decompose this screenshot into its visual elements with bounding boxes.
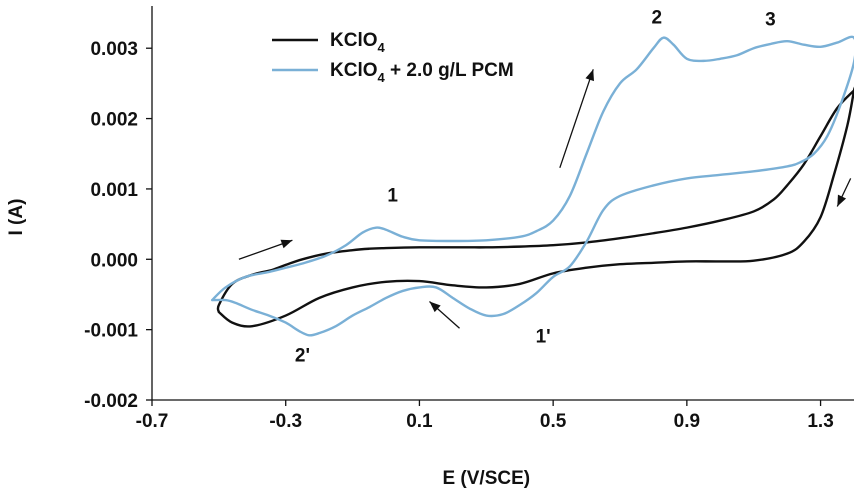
arrow-head xyxy=(280,239,293,249)
series-line-kclo4-pcm xyxy=(210,35,854,337)
y-tick-label: 0.001 xyxy=(90,180,138,201)
y-tick-label: -0.002 xyxy=(84,391,138,412)
x-tick-label: 0.9 xyxy=(674,411,700,432)
x-tick-label: 1.3 xyxy=(807,411,833,432)
arrow-head xyxy=(585,69,594,82)
legend-label-main: KClO xyxy=(330,30,378,51)
series-line-kclo4 xyxy=(216,86,854,328)
y-tick-label: -0.001 xyxy=(84,321,138,342)
legend-label-main: KClO xyxy=(330,60,378,81)
legend-label-rest: + 2.0 g/L PCM xyxy=(385,60,514,81)
peak-label: 3 xyxy=(765,10,776,31)
legend-label-subscript: 4 xyxy=(378,40,386,55)
scan-direction-arrow xyxy=(836,178,852,207)
legend-label: KClO4 + 2.0 g/L PCM xyxy=(330,60,514,85)
axes: -0.7 -0.3 0.1 0.5 0.9 1.3 -0.002 -0.001 0.000 0.0… xyxy=(6,6,854,489)
arrow-head xyxy=(429,301,441,313)
peak-label: 2 xyxy=(651,8,662,29)
y-tick-label: 0.002 xyxy=(90,110,138,131)
legend-label-subscript: 4 xyxy=(378,70,386,85)
peak-label: 2' xyxy=(295,345,310,366)
x-tick-label: -0.7 xyxy=(136,411,169,432)
peak-label: 1' xyxy=(536,326,551,347)
series-layer xyxy=(210,35,854,337)
y-tick-label: 0.000 xyxy=(90,250,138,271)
peak-label: 1 xyxy=(387,186,398,207)
y-axis-title: I (A) xyxy=(6,199,27,236)
scan-direction-arrow xyxy=(238,239,293,260)
x-axis-title: E (V/SCE) xyxy=(442,468,530,489)
x-tick-label: 0.5 xyxy=(540,411,567,432)
annotation-layer: 1 2 3 1' 2' xyxy=(238,8,852,366)
x-tick-label: -0.3 xyxy=(269,411,302,432)
legend-label: KClO4 xyxy=(330,30,386,55)
x-tick-label: 0.1 xyxy=(406,411,433,432)
arrow-head xyxy=(837,194,847,207)
arrow-shaft xyxy=(559,69,594,169)
scan-direction-arrow xyxy=(429,301,460,329)
scan-direction-arrow xyxy=(559,69,594,169)
y-tick-label: 0.003 xyxy=(90,39,138,60)
